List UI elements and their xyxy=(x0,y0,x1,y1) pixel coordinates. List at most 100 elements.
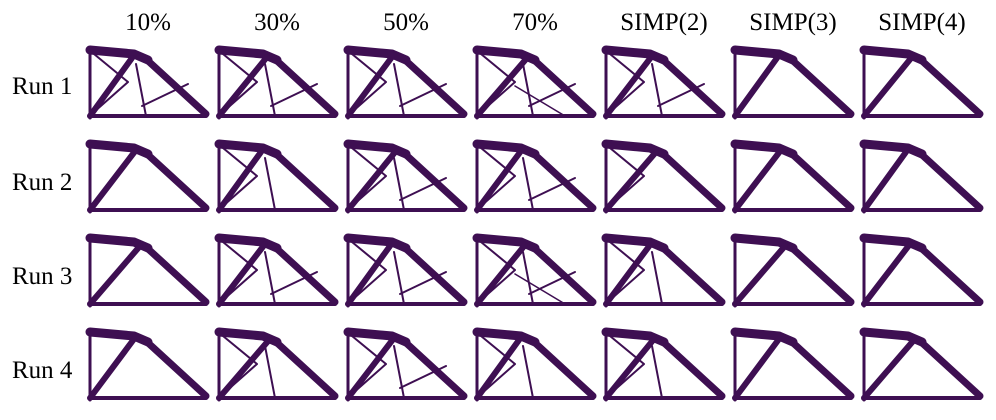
internal-member xyxy=(651,345,663,399)
frame-member xyxy=(859,233,927,253)
design-run-2-70pct xyxy=(472,139,597,214)
topology-structure xyxy=(601,139,726,214)
frame-member xyxy=(87,147,139,213)
design-run-2-10pct xyxy=(85,139,210,214)
internal-member xyxy=(528,271,576,295)
frame-member xyxy=(142,55,210,118)
internal-member xyxy=(264,157,276,211)
frame-member xyxy=(474,337,522,401)
frame-member xyxy=(658,149,726,212)
internal-member xyxy=(222,53,258,113)
internal-member xyxy=(480,147,516,207)
internal-member xyxy=(480,53,516,113)
frame-member xyxy=(216,149,264,213)
frame-member xyxy=(916,55,984,118)
frame-member xyxy=(603,242,653,307)
design-run-1-simp-2 xyxy=(601,45,726,120)
internal-member xyxy=(609,53,645,113)
topology-structure xyxy=(214,327,339,402)
internal-member xyxy=(264,63,276,117)
frame-member xyxy=(787,337,855,400)
internal-member xyxy=(351,335,387,395)
frame-member xyxy=(787,243,855,306)
design-run-3-70pct xyxy=(472,233,597,308)
internal-member xyxy=(393,251,405,305)
topology-structure xyxy=(730,139,855,214)
frame-member xyxy=(474,148,524,213)
internal-member xyxy=(393,157,405,211)
internal-member xyxy=(522,251,534,305)
frame-member xyxy=(216,54,270,119)
topology-structure xyxy=(859,139,984,214)
frame-member xyxy=(474,242,528,307)
internal-member xyxy=(222,147,258,207)
internal-member xyxy=(393,63,405,117)
internal-member xyxy=(351,241,387,301)
design-run-3-30pct xyxy=(214,233,339,308)
topology-structure xyxy=(472,45,597,120)
design-run-3-simp-3 xyxy=(730,233,855,308)
frame-member xyxy=(400,243,468,306)
frame-member xyxy=(603,336,657,401)
frame-member xyxy=(916,337,984,400)
frame-member xyxy=(400,149,468,212)
internal-member xyxy=(657,83,705,107)
topology-structure xyxy=(601,327,726,402)
internal-member xyxy=(528,83,576,107)
frame-member xyxy=(529,243,597,306)
frame-member xyxy=(603,53,655,119)
frame-member xyxy=(861,241,913,307)
frame-member xyxy=(859,139,927,159)
internal-member xyxy=(522,345,534,399)
internal-member xyxy=(141,83,189,107)
column-header-10pct: 10% xyxy=(125,9,171,36)
frame-member xyxy=(271,55,339,118)
frame-member xyxy=(787,55,855,118)
design-run-1-10pct xyxy=(85,45,210,120)
topology-structure xyxy=(472,233,597,308)
design-run-4-70pct xyxy=(472,327,597,402)
frame-member xyxy=(400,55,468,118)
frame-member xyxy=(916,243,984,306)
frame-member xyxy=(345,54,395,119)
internal-member xyxy=(93,53,129,113)
design-run-4-simp-4 xyxy=(859,327,984,402)
topology-structure xyxy=(85,327,210,402)
topology-structure xyxy=(601,45,726,120)
design-run-2-simp-4 xyxy=(859,139,984,214)
frame-member xyxy=(732,147,784,213)
internal-member xyxy=(393,345,405,399)
internal-member xyxy=(480,241,516,301)
column-header-70pct: 70% xyxy=(512,9,558,36)
frame-member xyxy=(85,327,153,347)
frame-member xyxy=(87,336,137,401)
frame-member xyxy=(345,243,393,307)
frame-member xyxy=(529,149,597,212)
topology-structure xyxy=(214,139,339,214)
design-run-4-simp-2 xyxy=(601,327,726,402)
design-run-2-50pct xyxy=(343,139,468,214)
topology-structure xyxy=(85,45,210,120)
topology-structure xyxy=(472,139,597,214)
design-run-3-simp-4 xyxy=(859,233,984,308)
design-run-3-50pct xyxy=(343,233,468,308)
internal-member xyxy=(528,177,576,201)
internal-member xyxy=(609,241,645,301)
internal-member xyxy=(351,147,387,207)
topology-structure xyxy=(601,233,726,308)
design-run-2-simp-2 xyxy=(601,139,726,214)
internal-member xyxy=(651,251,663,305)
row-label-run-2: Run 2 xyxy=(12,169,73,196)
column-header-simp3: SIMP(3) xyxy=(749,9,837,36)
frame-member xyxy=(658,243,726,306)
internal-member xyxy=(264,251,276,305)
topology-structure xyxy=(730,233,855,308)
column-header-simp4: SIMP(4) xyxy=(878,9,966,36)
internal-member xyxy=(522,63,534,117)
frame-member xyxy=(345,335,397,401)
frame-member xyxy=(271,337,339,400)
frame-member xyxy=(271,149,339,212)
design-run-1-30pct xyxy=(214,45,339,120)
design-run-1-simp-4 xyxy=(859,45,984,120)
